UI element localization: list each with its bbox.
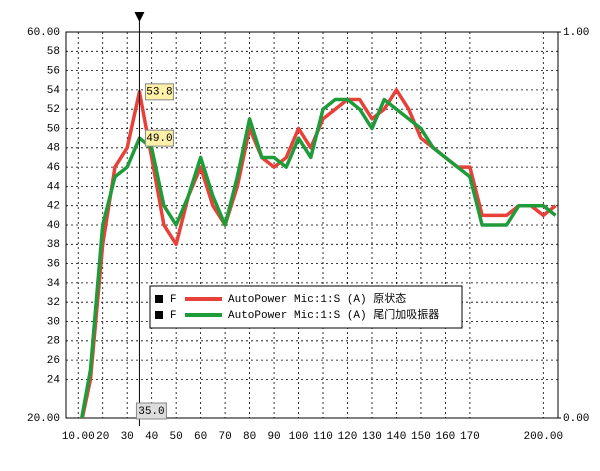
x-tick-label: 170 [460, 431, 480, 443]
x-tick-label: 140 [387, 431, 407, 443]
x-tick-label: 100 [289, 431, 309, 443]
y-tick-label: 20.00 [27, 413, 60, 425]
legend-label: AutoPower Mic:1:S (A) 尾门加吸振器 [228, 307, 439, 322]
x-tick-label: 200.00 [524, 431, 564, 443]
y-tick-label: 34 [47, 278, 61, 290]
grid [66, 31, 558, 419]
y-tick-label: 60.00 [27, 27, 60, 39]
x-tick-label: 70 [219, 431, 232, 443]
y-tick-label: 48 [47, 143, 60, 155]
x-tick-label: 30 [121, 431, 134, 443]
y-tick-label: 38 [47, 239, 60, 251]
legend-label: AutoPower Mic:1:S (A) 原状态 [228, 291, 406, 306]
legend-square [155, 295, 163, 303]
y-tick-label: 36 [47, 259, 60, 271]
y-tick-label: 58 [47, 46, 60, 58]
cursor-handle [134, 12, 145, 22]
y-tick-label: 54 [47, 85, 61, 97]
y-tick-label: 24 [47, 374, 61, 386]
x-tick-label: 10.00 [62, 431, 95, 443]
legend-marker-label: F [170, 294, 177, 306]
y-tick-label: 32 [47, 297, 60, 309]
readout-label: 49.0 [146, 133, 172, 145]
legend-square [155, 311, 163, 319]
readout-box [144, 129, 174, 147]
y-tick-label: 44 [47, 181, 61, 193]
x-tick-label: 20 [96, 431, 109, 443]
y-tick-label: 50 [47, 123, 60, 135]
x-tick-label: 110 [313, 431, 333, 443]
legend [149, 285, 463, 329]
y-tick-label: 56 [47, 66, 60, 78]
y-tick-label: 52 [47, 104, 60, 116]
y-tick-label: 42 [47, 201, 60, 213]
x-tick-label: 40 [145, 431, 158, 443]
y2-tick-label: 0.00 [563, 413, 589, 425]
x-tick-label: 160 [435, 431, 455, 443]
x-tick-label: 120 [338, 431, 358, 443]
x-tick-label: 130 [362, 431, 382, 443]
y2-tick-label: 1.00 [563, 27, 589, 39]
x-tick-label: 50 [170, 431, 183, 443]
x-tick-label: 60 [194, 431, 207, 443]
series-line [79, 97, 557, 418]
y-tick-label: 30 [47, 316, 60, 328]
cursor-label-box [135, 402, 167, 420]
overlay: 35.0 53.8 49.0 F AutoPower Mic:1:S (A) 原状态 F A… [134, 12, 463, 426]
readout-label: 53.8 [146, 87, 172, 99]
x-tick-label: 90 [267, 431, 280, 443]
y-tick-label: 26 [47, 355, 60, 367]
x-tick-label: 80 [243, 431, 256, 443]
y-tick-label: 28 [47, 336, 60, 348]
y-tick-label: 40 [47, 220, 60, 232]
lines [79, 88, 557, 418]
y-tick-label: 46 [47, 162, 60, 174]
readout-box [144, 83, 174, 101]
cursor-label: 35.0 [138, 406, 164, 418]
x-tick-label: 150 [411, 431, 431, 443]
legend-marker-label: F [170, 310, 177, 322]
